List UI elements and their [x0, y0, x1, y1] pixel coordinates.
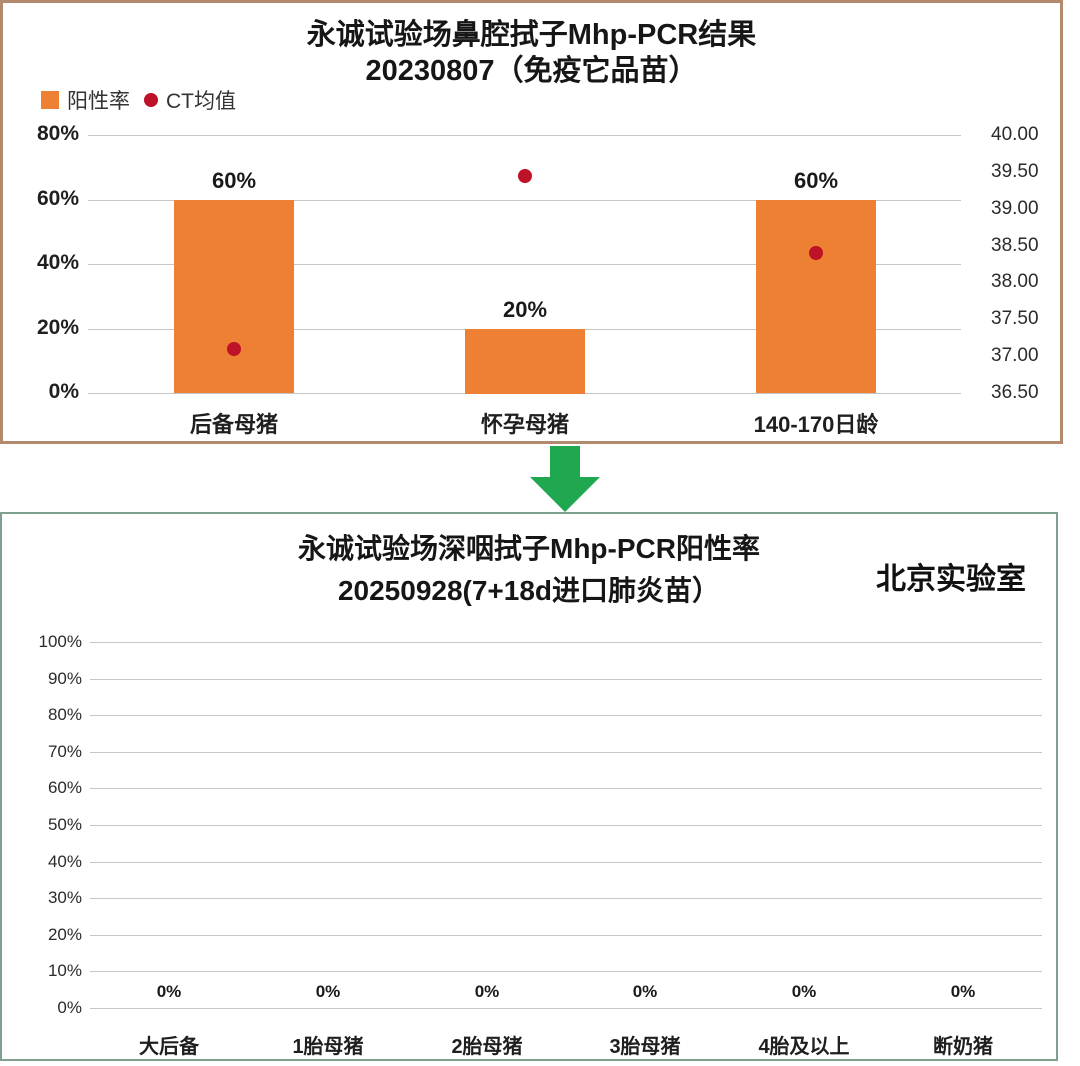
- bar-positive-rate: [465, 329, 585, 394]
- bar-data-label: 60%: [211, 168, 257, 193]
- legend-label-positive-rate: 阳性率: [67, 90, 130, 113]
- category-label: 断奶猪: [933, 1036, 993, 1058]
- right-axis-tick-label: 37.50: [991, 308, 1039, 329]
- top-chart: 永诚试验场鼻腔拭子Mhp-PCR结果 20230807（免疫它品苗） 阳性率 C…: [0, 0, 1063, 444]
- bar-positive-rate: [756, 200, 876, 393]
- right-axis-tick-label: 39.50: [991, 161, 1039, 182]
- gridline: [90, 752, 1042, 753]
- left-axis-tick-label: 70%: [47, 742, 82, 761]
- bar-data-label: 0%: [315, 982, 341, 1001]
- right-axis-tick-label: 40.00: [991, 124, 1039, 145]
- bar-data-label: 0%: [950, 982, 976, 1001]
- ct-mean-dot: [809, 246, 823, 260]
- left-axis-tick-label: 30%: [47, 888, 82, 907]
- left-axis-tick-label: 60%: [36, 187, 79, 210]
- gridline: [90, 788, 1042, 789]
- gridline: [90, 935, 1042, 936]
- gridline: [90, 679, 1042, 680]
- dot-series-swatch-icon: [144, 93, 158, 107]
- left-axis-tick-label: 80%: [36, 122, 79, 145]
- left-axis-tick-label: 90%: [47, 669, 82, 688]
- category-label: 4胎及以上: [758, 1036, 850, 1058]
- top-chart-title: 永诚试验场鼻腔拭子Mhp-PCR结果 20230807（免疫它品苗）: [3, 17, 1060, 89]
- bar-data-label: 0%: [156, 982, 182, 1001]
- right-axis-tick-label: 37.00: [991, 345, 1039, 366]
- bar-data-label: 0%: [474, 982, 500, 1001]
- gridline: [90, 898, 1042, 899]
- gridline: [88, 200, 961, 201]
- gridline: [90, 862, 1042, 863]
- legend-label-ct-mean: CT均值: [166, 90, 236, 113]
- gridline: [88, 264, 961, 265]
- category-label: 1胎母猪: [292, 1036, 364, 1058]
- bar-data-label: 0%: [632, 982, 658, 1001]
- left-axis-tick-label: 20%: [47, 925, 82, 944]
- left-axis-tick-label: 50%: [47, 815, 82, 834]
- bar-series-swatch-icon: [41, 91, 59, 109]
- left-axis-tick-label: 80%: [47, 705, 82, 724]
- bar-data-label: 20%: [502, 297, 548, 322]
- legend-item-positive-rate: 阳性率: [41, 85, 130, 115]
- gridline: [88, 135, 961, 136]
- right-axis-tick-label: 38.00: [991, 271, 1039, 292]
- left-axis-tick-label: 20%: [36, 316, 79, 339]
- left-axis-tick-label: 100%: [38, 632, 82, 651]
- category-label: 2胎母猪: [451, 1036, 523, 1058]
- left-axis-tick-label: 0%: [57, 998, 82, 1017]
- bar-data-label: 60%: [793, 168, 839, 193]
- gridline: [90, 825, 1042, 826]
- top-chart-title-line2: 20230807（免疫它品苗）: [365, 55, 698, 87]
- gridline: [90, 1008, 1042, 1009]
- gridline: [90, 642, 1042, 643]
- bottom-chart-title-line1: 永诚试验场深咽拭子Mhp-PCR阳性率: [298, 533, 760, 564]
- ct-mean-dot: [227, 342, 241, 356]
- category-label: 3胎母猪: [609, 1036, 681, 1058]
- legend-item-ct-mean: CT均值: [144, 85, 236, 115]
- left-axis-tick-label: 10%: [47, 961, 82, 980]
- bottom-chart-title-line2: 20250928(7+18d进口肺炎苗）: [337, 575, 721, 606]
- category-label: 后备母猪: [189, 412, 278, 437]
- right-axis-tick-label: 38.50: [991, 235, 1039, 256]
- bar-data-label: 0%: [791, 982, 817, 1001]
- lab-annotation: 北京实验室: [876, 563, 1026, 596]
- category-label: 140-170日龄: [753, 412, 879, 437]
- bottom-chart: 永诚试验场深咽拭子Mhp-PCR阳性率 20250928(7+18d进口肺炎苗）…: [0, 512, 1058, 1061]
- category-label: 大后备: [139, 1036, 199, 1058]
- left-axis-tick-label: 40%: [36, 251, 79, 274]
- gridline: [90, 715, 1042, 716]
- right-axis-tick-label: 39.00: [991, 198, 1039, 219]
- down-arrow-icon: [525, 445, 605, 515]
- gridline: [90, 971, 1042, 972]
- top-chart-legend: 阳性率 CT均值: [41, 85, 236, 115]
- category-label: 怀孕母猪: [480, 412, 569, 437]
- top-chart-title-line1: 永诚试验场鼻腔拭子Mhp-PCR结果: [306, 19, 757, 51]
- right-axis-tick-label: 36.50: [991, 382, 1039, 403]
- bar-positive-rate: [174, 200, 294, 393]
- ct-mean-dot: [518, 169, 532, 183]
- left-axis-tick-label: 60%: [47, 778, 82, 797]
- bottom-chart-title: 永诚试验场深咽拭子Mhp-PCR阳性率 20250928(7+18d进口肺炎苗）: [2, 528, 1056, 612]
- left-axis-tick-label: 0%: [48, 380, 79, 403]
- left-axis-tick-label: 40%: [47, 852, 82, 871]
